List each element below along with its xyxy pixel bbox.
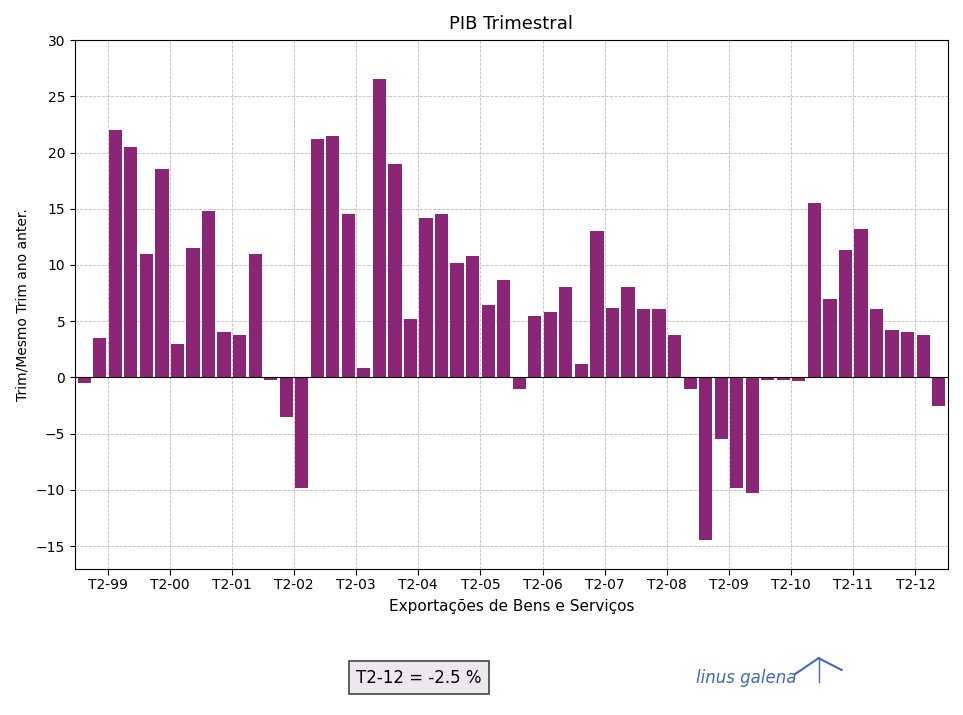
Bar	[202, 211, 215, 378]
Bar	[932, 378, 946, 405]
Bar	[93, 338, 106, 378]
Title: PIB Trimestral: PIB Trimestral	[450, 15, 573, 33]
Bar	[233, 335, 247, 378]
Bar	[854, 229, 868, 378]
Bar	[761, 378, 774, 380]
Bar	[653, 309, 665, 378]
Bar	[590, 231, 604, 378]
Bar	[109, 130, 122, 378]
Bar	[917, 335, 929, 378]
Bar	[575, 364, 588, 378]
Bar	[311, 139, 324, 378]
Bar	[140, 254, 153, 378]
Bar	[420, 218, 432, 378]
Bar	[637, 309, 650, 378]
Bar	[793, 378, 805, 381]
Bar	[451, 262, 464, 378]
Text: T2-12 = -2.5 %: T2-12 = -2.5 %	[356, 669, 482, 687]
Bar	[279, 378, 293, 417]
Bar	[684, 378, 696, 389]
Bar	[342, 214, 355, 378]
Bar	[699, 378, 713, 541]
Bar	[512, 378, 526, 389]
Bar	[870, 309, 883, 378]
Bar	[715, 378, 728, 439]
Bar	[170, 344, 184, 378]
Bar	[187, 248, 199, 378]
Bar	[808, 203, 821, 378]
Bar	[497, 280, 510, 378]
Text: linus galena: linus galena	[696, 669, 796, 687]
Bar	[264, 378, 277, 380]
Bar	[885, 330, 898, 378]
Bar	[668, 335, 681, 378]
Bar	[482, 305, 495, 378]
Bar	[295, 378, 308, 488]
Bar	[78, 378, 91, 383]
Bar	[435, 214, 448, 378]
Bar	[373, 79, 386, 378]
Bar	[218, 332, 231, 378]
Bar	[388, 164, 402, 378]
Bar	[606, 307, 619, 378]
Bar	[823, 299, 837, 378]
Bar	[357, 368, 371, 378]
Bar	[403, 319, 417, 378]
Bar	[248, 254, 262, 378]
Bar	[901, 332, 914, 378]
Bar	[528, 315, 541, 378]
Bar	[155, 169, 169, 378]
Bar	[621, 287, 635, 378]
Bar	[560, 287, 572, 378]
Bar	[326, 136, 339, 378]
Bar	[466, 256, 480, 378]
Y-axis label: Trim/Mesmo Trim ano anter.: Trim/Mesmo Trim ano anter.	[15, 208, 29, 400]
X-axis label: Exportações de Bens e Serviços: Exportações de Bens e Serviços	[389, 599, 635, 614]
Bar	[124, 147, 138, 378]
Bar	[777, 378, 790, 380]
Bar	[839, 250, 852, 378]
Bar	[544, 312, 557, 378]
Bar	[745, 378, 759, 493]
Bar	[730, 378, 743, 488]
